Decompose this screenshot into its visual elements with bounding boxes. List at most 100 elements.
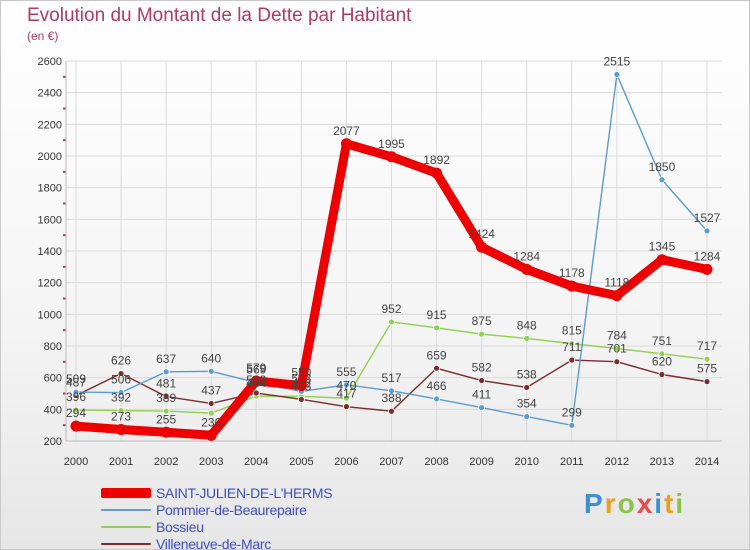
y-tick-label: 600 [44,373,62,385]
legend-item-villeneuve: Villeneuve-de-Marc [101,536,401,550]
data-point [388,387,395,395]
x-tick-label: 2011 [560,456,584,468]
data-point [703,355,711,363]
data-point [658,371,666,378]
data-label: 396 [66,390,86,404]
data-point [386,151,397,163]
data-point [476,241,488,253]
data-label: 915 [427,308,447,322]
x-tick-label: 2014 [695,456,719,468]
data-label: 509 [66,372,86,386]
x-tick-label: 2000 [64,456,88,468]
data-label: 620 [652,355,672,369]
data-label: 1995 [378,137,405,151]
y-tick-label: 400 [44,404,62,416]
y-tick-label: 200 [44,436,62,448]
data-point [521,263,533,275]
logo-letter: r [604,488,618,519]
data-label: 582 [472,361,492,375]
data-label: 417 [336,387,356,401]
data-label: 538 [517,367,537,381]
x-tick-label: 2010 [514,456,538,468]
data-label: 659 [427,348,447,362]
data-point [388,407,395,415]
data-label: 1527 [694,211,721,225]
data-point [613,71,621,78]
y-tick-label: 1400 [38,246,62,258]
data-label: 640 [201,351,221,365]
data-point [523,334,531,342]
data-label: 463 [291,379,311,393]
data-point [297,395,305,403]
x-tick-label: 2012 [605,456,629,468]
data-point [207,400,215,407]
data-label: 1118 [604,276,629,290]
data-label: 506 [111,373,131,387]
logo-letter: o [617,488,637,519]
data-label: 575 [697,362,717,376]
data-point [523,413,531,421]
data-point [162,368,170,376]
y-tick-label: 800 [44,341,62,353]
data-label: 626 [111,354,131,368]
data-point [70,420,82,432]
y-tick-label: 1000 [38,309,62,321]
data-label: 354 [517,397,537,411]
data-label: 1892 [423,153,450,167]
data-point [433,324,440,332]
data-label: 2077 [333,124,360,138]
line-chart: 200 400 600 800 1000 1200 1400 1600 1800 2000 2200… [38,54,722,468]
data-point [162,407,170,415]
y-tick-label: 2400 [38,88,62,100]
data-point [568,340,576,348]
legend-label-villeneuve: Villeneuve-de-Marc [156,536,271,550]
legend-label-bossieu: Bossieu [156,519,204,535]
data-label: 487 [66,376,86,390]
data-label: 848 [517,318,537,332]
x-tick-label: 2008 [424,456,448,468]
data-label: 411 [472,388,491,402]
data-label: 550 [291,366,311,380]
x-tick-label: 2001 [109,456,133,468]
y-tick-label: 2200 [38,119,62,131]
data-point [343,394,350,402]
data-label: 466 [427,379,447,393]
x-tick-label: 2006 [334,456,358,468]
data-label: 815 [562,324,582,338]
y-tick-label: 1800 [38,183,62,195]
data-label: 470 [336,378,356,392]
data-point [250,375,262,387]
data-label: 784 [607,329,627,343]
data-point [117,407,125,415]
logo-letter: i [675,488,686,519]
data-label: 1424 [468,227,495,241]
data-label: 701 [607,342,627,356]
data-point [343,381,350,389]
logo-letter: i [654,488,665,519]
data-point [478,404,486,411]
data-point [703,378,711,386]
data-label: 1850 [649,160,676,174]
data-label: 875 [472,314,492,328]
legend-label-saint-julien: SAINT-JULIEN-DE-L'HERMS [156,485,333,501]
data-label: 717 [697,339,717,353]
data-label: 569 [246,363,266,377]
x-tick-label: 2009 [469,456,493,468]
logo-letter: t [664,488,676,519]
data-label: 481 [156,377,176,391]
data-label: 294 [66,406,86,420]
data-label: 482 [291,376,311,390]
data-label: 1178 [559,266,585,280]
data-point [568,421,576,429]
data-label: 255 [156,412,176,426]
data-point [388,318,395,326]
data-label: 2515 [604,54,631,68]
data-label: 637 [156,352,176,366]
data-point [431,167,443,179]
data-point [658,350,666,358]
data-label: 1284 [694,249,721,263]
data-point [566,280,578,292]
x-tick-label: 2003 [199,456,223,468]
data-point [252,389,260,397]
